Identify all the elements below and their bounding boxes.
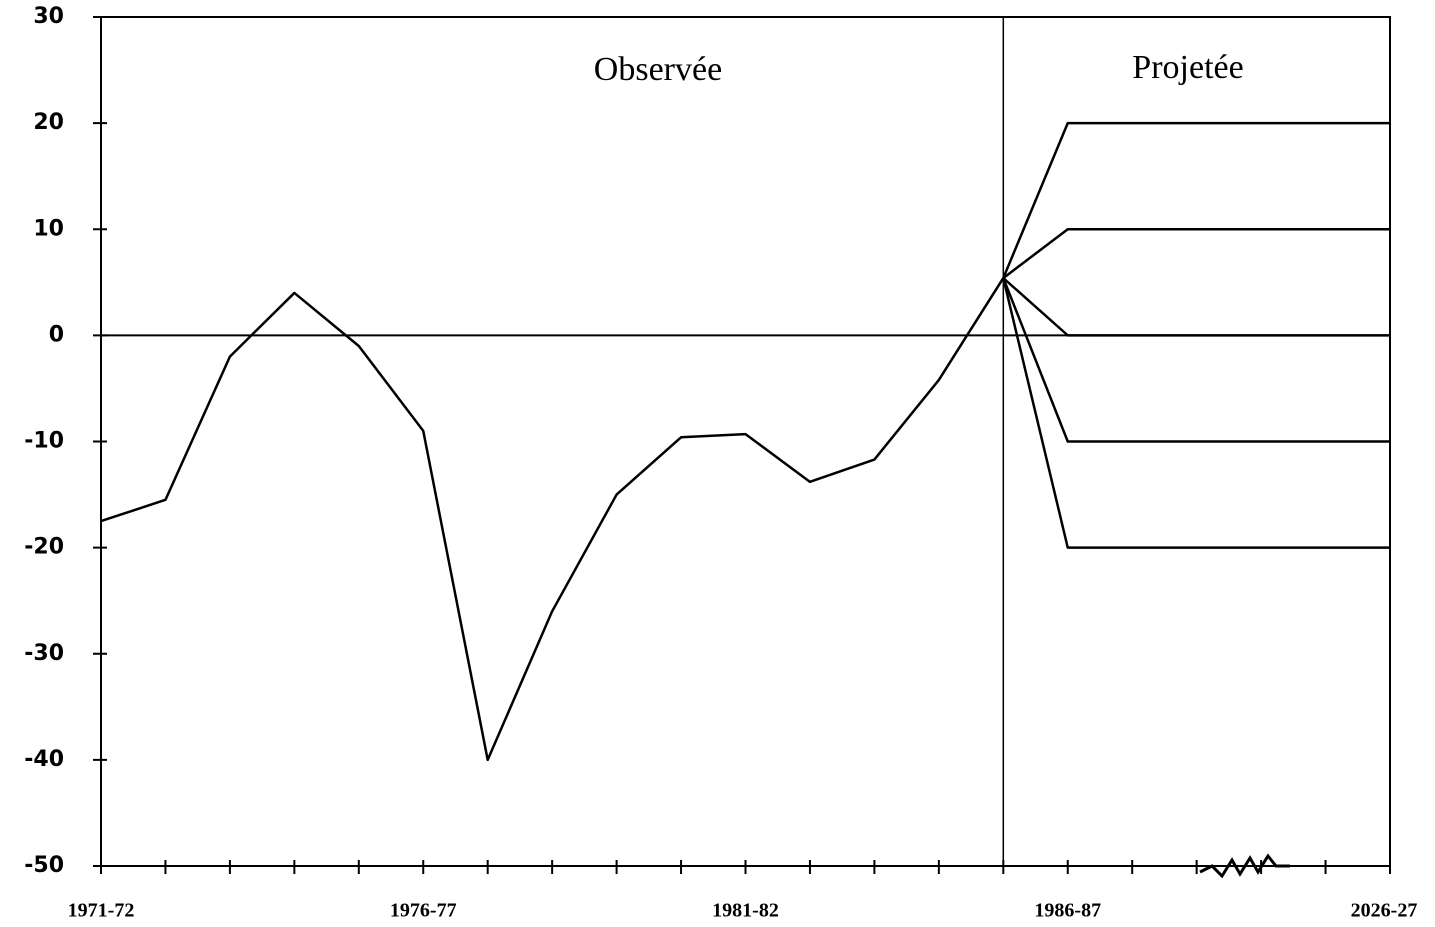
y-tick-label: -50 — [24, 853, 64, 878]
annotation: Observée — [594, 51, 722, 88]
y-tick-label: -40 — [24, 747, 64, 772]
series-line — [1002, 228, 1390, 280]
x-tick-label: 2026-27 — [1351, 900, 1418, 922]
axis-break — [1199, 853, 1290, 879]
y-tick-label: 10 — [33, 216, 64, 241]
x-tick-label: 1981-82 — [712, 900, 779, 922]
x-tick-label: 1986-87 — [1034, 900, 1101, 922]
x-tick-label: 1971-72 — [68, 900, 135, 922]
series-line — [1002, 277, 1390, 549]
series-line — [1002, 277, 1390, 337]
annotation: Projetée — [1132, 49, 1243, 86]
series-line — [1002, 277, 1390, 443]
y-tick-label: -20 — [24, 535, 64, 560]
y-tick-label: -30 — [24, 641, 64, 666]
x-tick-label: 1976-77 — [390, 900, 457, 922]
y-tick-label: -10 — [24, 429, 64, 454]
series-line — [1002, 121, 1390, 279]
series-line — [100, 277, 1005, 762]
y-tick-label: 20 — [33, 110, 64, 135]
y-tick-label: 0 — [49, 322, 64, 347]
y-tick-label: 30 — [33, 4, 64, 29]
